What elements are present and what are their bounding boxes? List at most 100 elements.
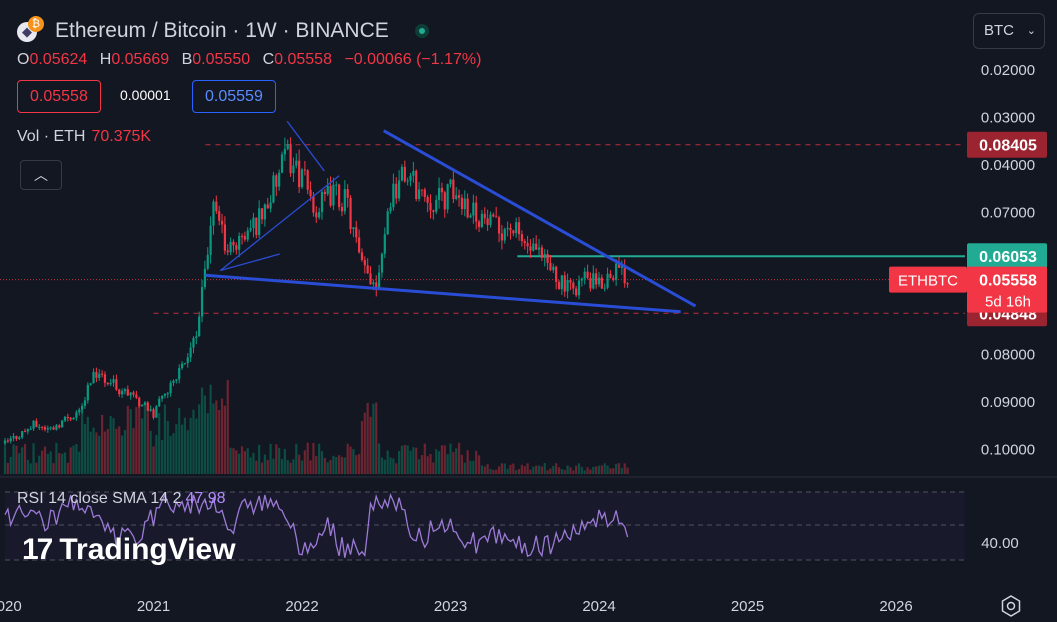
candle-body: [9, 438, 12, 442]
candle-body: [189, 347, 192, 358]
rsi-pane: 40.00: [0, 476, 1057, 561]
volume-bar: [592, 466, 595, 474]
collapse-legend-button[interactable]: ︿: [20, 160, 62, 190]
volume-bar: [446, 454, 449, 474]
high-value: 0.05669: [111, 51, 170, 68]
volume-bar: [352, 449, 355, 474]
candle-body: [386, 211, 389, 235]
volume-bar: [158, 413, 161, 474]
volume-bar: [98, 435, 101, 474]
resistance-price-label-bg: [967, 131, 1047, 158]
volume-bar: [132, 428, 135, 474]
volume-bar: [43, 446, 47, 474]
volume-bar: [115, 428, 118, 474]
volume-bar: [572, 470, 575, 474]
volume-bar: [120, 435, 124, 474]
candle-body: [406, 180, 409, 182]
resistance-price-label: 0.08405: [979, 138, 1037, 155]
candle-body: [183, 363, 187, 365]
candle-body: [69, 418, 72, 420]
volume-bar: [432, 462, 435, 474]
candle-body: [609, 273, 612, 278]
volume-bar: [180, 424, 184, 474]
volume-bar: [266, 460, 269, 474]
volume-bar: [483, 466, 486, 474]
time-tick-label: 2026: [879, 598, 912, 615]
candle-body: [626, 283, 629, 285]
volume-bar: [206, 413, 209, 474]
candle-body: [175, 379, 178, 381]
candle-body: [206, 254, 209, 269]
volume-bar: [523, 466, 526, 474]
volume-bar: [280, 459, 284, 474]
volume-bar: [500, 463, 504, 474]
candle-body: [583, 271, 586, 279]
symbol-header[interactable]: ◆ ₿ Ethereum / Bitcoin · 1W · BINANCE: [17, 16, 429, 46]
candle-body: [155, 406, 158, 418]
candle-body: [349, 197, 352, 230]
volume-bar: [620, 468, 623, 474]
candle-body: [620, 265, 623, 268]
volume-bar: [246, 448, 249, 474]
candle-body: [178, 367, 181, 380]
candle-body: [18, 437, 21, 439]
candle-body: [395, 183, 398, 199]
candle-body: [223, 224, 226, 251]
volume-bar: [255, 460, 258, 474]
candle-body: [503, 229, 506, 241]
candle-body: [41, 426, 44, 428]
volume-bar: [318, 443, 321, 474]
volume-bar: [517, 469, 521, 474]
candle-body: [81, 405, 84, 410]
volume-bar: [172, 433, 175, 474]
volume-bar: [218, 410, 221, 474]
candle-body: [326, 185, 329, 195]
volume-bar: [21, 447, 24, 474]
candle-body: [552, 266, 555, 271]
volume-bar: [78, 451, 81, 474]
volume-bar: [106, 429, 109, 474]
tradingview-watermark: 17 TradingView: [22, 533, 236, 566]
sell-button[interactable]: 0.05558: [17, 80, 101, 113]
volume-bar: [346, 443, 349, 474]
volume-bar: [72, 445, 75, 474]
volume-bar: [160, 439, 164, 474]
volume-bar: [577, 463, 581, 474]
volume-bar: [469, 460, 472, 474]
volume-bar: [100, 414, 104, 474]
volume-bar: [38, 455, 41, 474]
candle-body: [320, 191, 324, 213]
volume-bar: [369, 416, 372, 474]
candle-body: [469, 215, 472, 218]
candle-body: [417, 189, 421, 199]
candle-body: [535, 243, 538, 250]
candle-body: [103, 374, 107, 383]
buy-button[interactable]: 0.05559: [192, 80, 276, 113]
candle-body: [520, 234, 523, 242]
candle-body: [292, 165, 295, 174]
volume-bar: [506, 468, 509, 474]
candle-body: [195, 336, 198, 339]
candle-body: [112, 379, 115, 383]
trendline: [205, 273, 681, 314]
volume-bar: [535, 465, 538, 474]
candle-body: [23, 431, 27, 433]
candle-body: [429, 202, 432, 211]
volume-bar: [343, 457, 346, 474]
market-status-icon[interactable]: [414, 24, 429, 38]
candle-body: [203, 268, 207, 288]
volume-bar: [423, 443, 426, 474]
rsi-band-fill: [5, 492, 965, 560]
candle-body: [423, 189, 426, 198]
settings-icon[interactable]: [1000, 595, 1022, 617]
volume-bar: [55, 442, 58, 474]
currency-select[interactable]: BTC ⌄: [973, 13, 1045, 49]
volume-bar: [480, 465, 484, 474]
candle-body: [595, 273, 598, 285]
candle-body: [58, 425, 61, 428]
candle-body: [358, 237, 361, 253]
symbol-title: Ethereum / Bitcoin · 1W · BINANCE: [55, 19, 389, 42]
change-value: −0.00066 (−1.17%): [344, 51, 482, 68]
volume-bar: [238, 453, 241, 474]
